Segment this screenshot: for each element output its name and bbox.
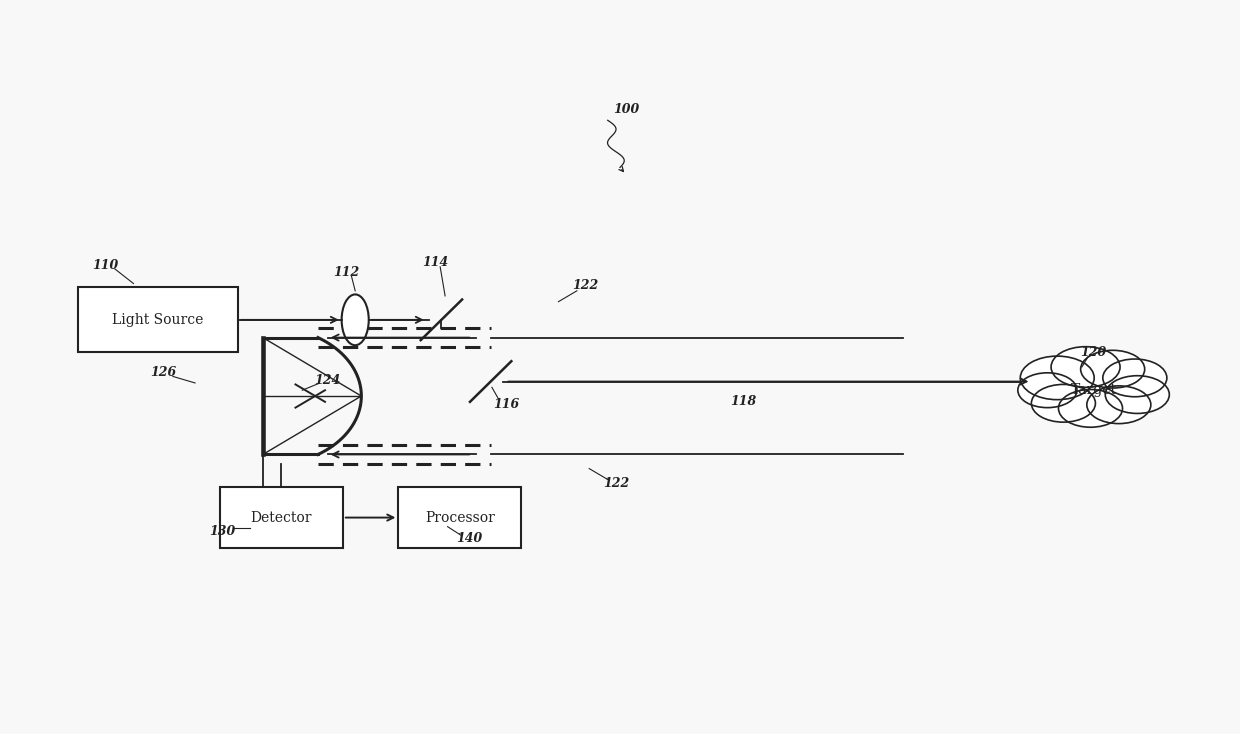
Circle shape	[1021, 356, 1094, 399]
Text: 100: 100	[613, 103, 640, 116]
Text: 130: 130	[210, 526, 236, 538]
Circle shape	[1018, 373, 1078, 407]
Ellipse shape	[342, 294, 368, 345]
Text: 122: 122	[573, 279, 599, 292]
Ellipse shape	[1047, 370, 1140, 407]
Text: 120: 120	[1080, 346, 1106, 359]
Text: 140: 140	[456, 532, 482, 545]
Bar	[219, 487, 343, 548]
Circle shape	[1080, 350, 1145, 388]
Text: 124: 124	[314, 374, 340, 387]
Circle shape	[1032, 385, 1095, 422]
Text: Detector: Detector	[250, 511, 312, 525]
Text: 116: 116	[494, 399, 520, 411]
Circle shape	[1059, 390, 1122, 427]
Bar	[398, 487, 522, 548]
Text: 126: 126	[150, 366, 176, 379]
Text: Target: Target	[1071, 383, 1117, 397]
Text: 118: 118	[730, 395, 756, 407]
Circle shape	[1052, 346, 1120, 388]
Text: 114: 114	[422, 256, 449, 269]
Bar	[78, 287, 238, 352]
Text: Light Source: Light Source	[113, 313, 203, 327]
Text: 110: 110	[92, 259, 118, 272]
Circle shape	[1086, 386, 1151, 424]
Text: 122: 122	[603, 476, 630, 490]
Circle shape	[1102, 359, 1167, 397]
Text: 112: 112	[334, 266, 360, 279]
Circle shape	[1105, 376, 1169, 413]
Text: Processor: Processor	[425, 511, 495, 525]
